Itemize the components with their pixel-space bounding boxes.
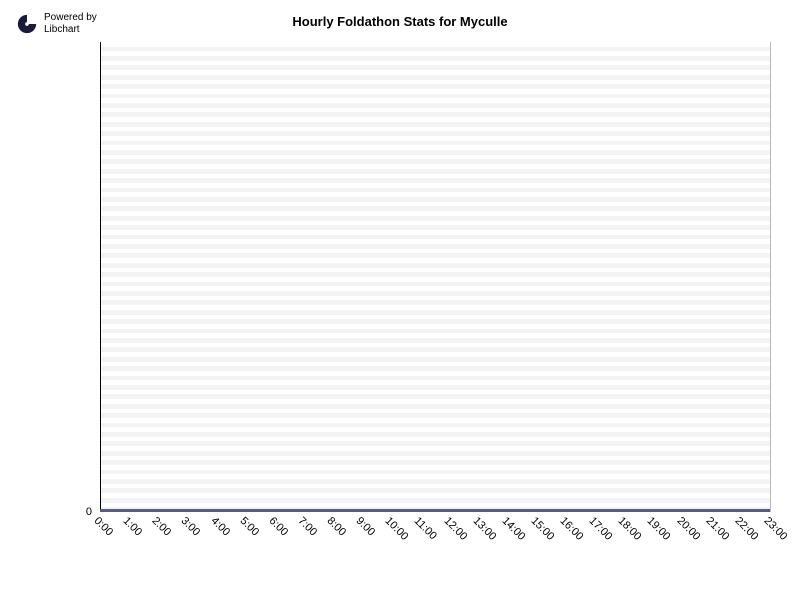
grid-line [100,427,770,432]
grid-line [100,258,770,263]
grid-line [100,183,770,188]
grid-line [100,352,770,357]
x-tick-label: 10:00 [383,515,411,543]
grid-line [100,390,770,395]
grid-line [100,343,770,348]
grid-line [100,61,770,66]
grid-line [100,164,770,169]
grid-line [100,371,770,376]
grid-line [100,503,770,508]
grid-line [100,192,770,197]
x-tick-label: 23:00 [762,515,790,543]
grid-line [100,277,770,282]
x-tick-label: 12:00 [441,515,469,543]
x-tick-label: 1:00 [121,515,145,539]
grid-line [100,493,770,498]
grid-line [100,333,770,338]
grid-line [100,108,770,113]
grid-line [100,174,770,179]
x-tick-label: 15:00 [528,515,556,543]
grid-line [100,399,770,404]
grid-line [100,324,770,329]
plot-area: 0:001:002:003:004:005:006:007:008:009:00… [100,42,771,512]
grid-line [100,80,770,85]
x-tick-label: 20:00 [674,515,702,543]
x-tick-label: 3:00 [179,515,203,539]
x-tick-label: 7:00 [295,515,319,539]
x-tick-label: 22:00 [732,515,760,543]
y-axis [100,42,101,512]
grid-line [100,89,770,94]
grid-line [100,315,770,320]
x-tick-label: 2:00 [150,515,174,539]
grid-line [100,239,770,244]
chart-container: Powered by Libchart Hourly Foldathon Sta… [0,0,800,600]
grid-line [100,484,770,489]
x-tick-label: 9:00 [354,515,378,539]
series-line [100,509,770,512]
grid-line [100,117,770,122]
grid-line [100,202,770,207]
x-tick-label: 21:00 [703,515,731,543]
x-tick-label: 5:00 [237,515,261,539]
grid-line [100,380,770,385]
grid-line [100,127,770,132]
x-tick-label: 11:00 [412,515,439,542]
grid-line [100,230,770,235]
grid-line [100,305,770,310]
x-tick-label: 19:00 [645,515,673,543]
x-tick-label: 13:00 [470,515,498,543]
grid-line [100,456,770,461]
chart-title: Hourly Foldathon Stats for Myculle [0,14,800,29]
grid-line [100,70,770,75]
x-tick-label: 16:00 [558,515,586,543]
grid-line [100,437,770,442]
grid-line [100,296,770,301]
x-tick-label: 4:00 [208,515,232,539]
grid-line [100,286,770,291]
grid-line [100,409,770,414]
x-tick-label: 8:00 [325,515,349,539]
x-tick-label: 14:00 [499,515,527,543]
grid-line [100,136,770,141]
x-tick-label: 18:00 [616,515,644,543]
grid-line [100,211,770,216]
y-tick-label: 0 [86,506,92,518]
x-axis-labels: 0:001:002:003:004:005:006:007:008:009:00… [100,512,770,592]
grid-line [100,268,770,273]
grid-line [100,98,770,103]
grid-line [100,249,770,254]
grid-line [100,51,770,56]
grid-line [100,474,770,479]
grid-line [100,446,770,451]
grid-line [100,465,770,470]
x-tick-label: 6:00 [266,515,290,539]
grid-line [100,418,770,423]
grid-line [100,42,770,47]
grid-line [100,155,770,160]
grid-line [100,221,770,226]
x-tick-label: 17:00 [587,515,615,543]
grid-line [100,362,770,367]
x-tick-label: 0:00 [92,515,116,539]
grid-line [100,145,770,150]
